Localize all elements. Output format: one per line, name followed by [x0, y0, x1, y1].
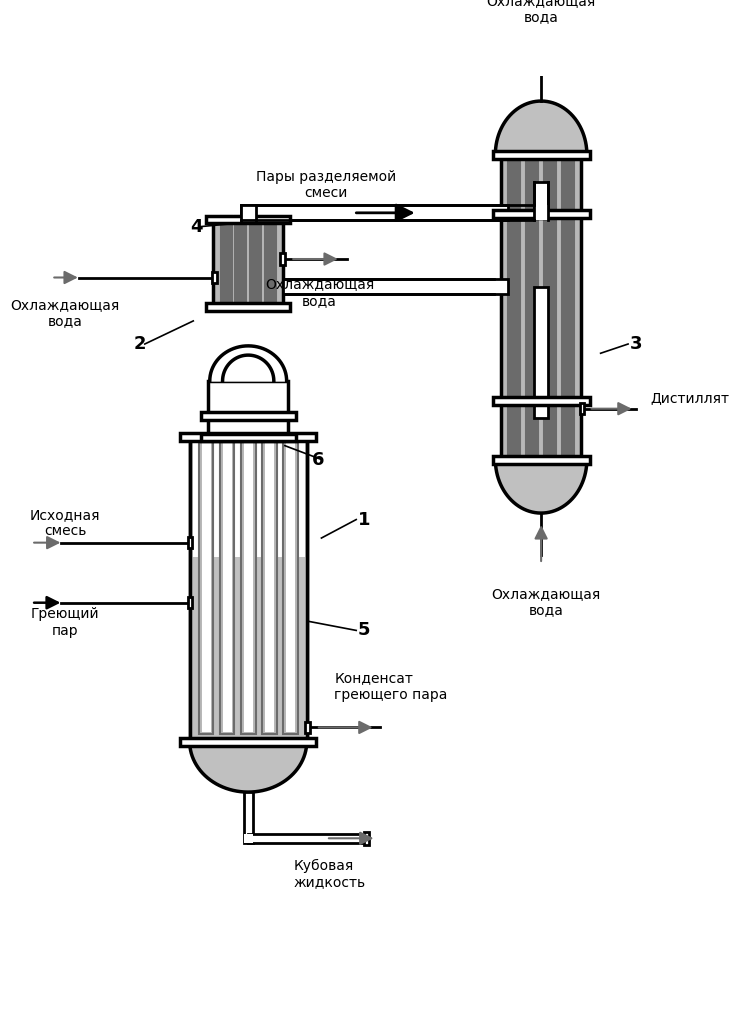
Text: 2: 2	[134, 335, 146, 353]
Bar	[241, 205, 508, 221]
Bar	[201, 442, 210, 732]
Bar	[492, 151, 590, 160]
Bar	[190, 436, 307, 742]
Text: 3: 3	[630, 335, 642, 353]
Bar	[250, 215, 261, 311]
Bar	[187, 537, 193, 548]
Text: Охлаждающая
вода: Охлаждающая вода	[486, 0, 596, 25]
Bar	[244, 834, 253, 843]
Bar	[283, 280, 508, 294]
Bar	[235, 215, 246, 311]
Bar	[508, 160, 520, 455]
Bar	[241, 441, 255, 733]
Bar	[501, 154, 582, 460]
Bar	[213, 272, 217, 283]
Bar	[534, 287, 548, 418]
Text: Охлаждающая
вода: Охлаждающая вода	[491, 587, 600, 617]
Bar	[241, 205, 255, 221]
Bar	[365, 832, 369, 844]
Bar	[534, 205, 548, 221]
Text: Пары разделяемой
смеси: Пары разделяемой смеси	[256, 170, 396, 200]
Text: Охлаждающая
вода: Охлаждающая вода	[10, 297, 120, 328]
Bar	[213, 220, 283, 307]
Text: Греющий
пар: Греющий пар	[31, 607, 100, 637]
Bar	[286, 442, 295, 732]
Bar	[579, 403, 584, 414]
Bar	[305, 722, 309, 732]
Polygon shape	[210, 346, 286, 381]
Bar	[248, 834, 368, 843]
Bar	[534, 182, 548, 212]
Bar	[201, 434, 296, 441]
Bar	[201, 412, 296, 420]
Bar	[492, 397, 590, 405]
Bar	[223, 442, 232, 732]
Bar	[206, 304, 290, 311]
Text: Кубовая
жидкость: Кубовая жидкость	[294, 859, 366, 889]
Text: Конденсат
греющего пара: Конденсат греющего пара	[334, 671, 448, 701]
Bar	[492, 210, 590, 219]
Bar	[221, 215, 232, 311]
Bar	[181, 738, 316, 746]
Bar	[208, 381, 289, 436]
Bar	[265, 215, 276, 311]
Bar	[244, 793, 253, 843]
Polygon shape	[495, 460, 587, 513]
Bar	[265, 442, 274, 732]
Bar	[191, 556, 305, 742]
Bar	[492, 456, 590, 464]
Polygon shape	[495, 102, 587, 154]
Text: Охлаждающая
вода: Охлаждающая вода	[265, 278, 374, 308]
Text: Дистиллят: Дистиллят	[650, 391, 729, 405]
Text: Исходная
смесь: Исходная смесь	[30, 508, 100, 538]
Text: 6: 6	[312, 451, 325, 468]
Text: 5: 5	[358, 622, 370, 639]
Bar	[241, 212, 255, 220]
Bar	[562, 160, 574, 455]
Bar	[199, 441, 213, 733]
Bar	[181, 433, 316, 441]
Bar	[544, 160, 556, 455]
Text: 1: 1	[358, 511, 370, 528]
Bar	[220, 441, 235, 733]
Polygon shape	[190, 742, 307, 793]
Text: 4: 4	[190, 218, 203, 235]
Bar	[280, 254, 285, 264]
Bar	[206, 215, 290, 223]
Bar	[187, 597, 193, 608]
Bar	[244, 442, 253, 732]
Bar	[190, 436, 307, 742]
Bar	[526, 160, 538, 455]
Bar	[262, 441, 277, 733]
Bar	[283, 441, 297, 733]
